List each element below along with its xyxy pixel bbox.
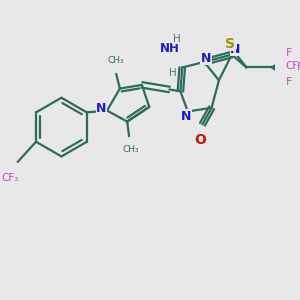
Text: H: H bbox=[173, 34, 181, 44]
Text: N: N bbox=[230, 43, 241, 56]
Text: CH₃: CH₃ bbox=[108, 56, 124, 65]
Text: NH: NH bbox=[160, 42, 179, 55]
Text: F: F bbox=[285, 48, 292, 58]
Text: F: F bbox=[296, 62, 300, 73]
Text: O: O bbox=[195, 134, 206, 148]
Text: CF₃: CF₃ bbox=[2, 173, 19, 183]
Text: H: H bbox=[169, 68, 177, 79]
Text: N: N bbox=[181, 110, 191, 123]
Text: F: F bbox=[285, 77, 292, 87]
Text: CF₃: CF₃ bbox=[285, 61, 300, 70]
Text: N: N bbox=[96, 102, 107, 115]
Text: S: S bbox=[225, 37, 235, 51]
Text: N: N bbox=[201, 52, 211, 65]
Text: CH₃: CH₃ bbox=[123, 146, 139, 154]
